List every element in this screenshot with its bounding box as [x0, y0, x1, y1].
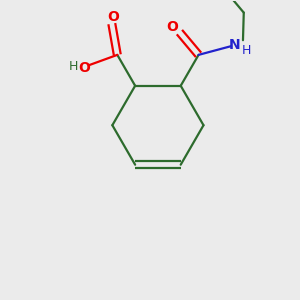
Text: O: O [167, 20, 178, 34]
Text: O: O [79, 61, 90, 75]
Text: H: H [69, 59, 78, 73]
Text: O: O [107, 10, 119, 24]
Text: H: H [242, 44, 252, 57]
Text: N: N [229, 38, 241, 52]
